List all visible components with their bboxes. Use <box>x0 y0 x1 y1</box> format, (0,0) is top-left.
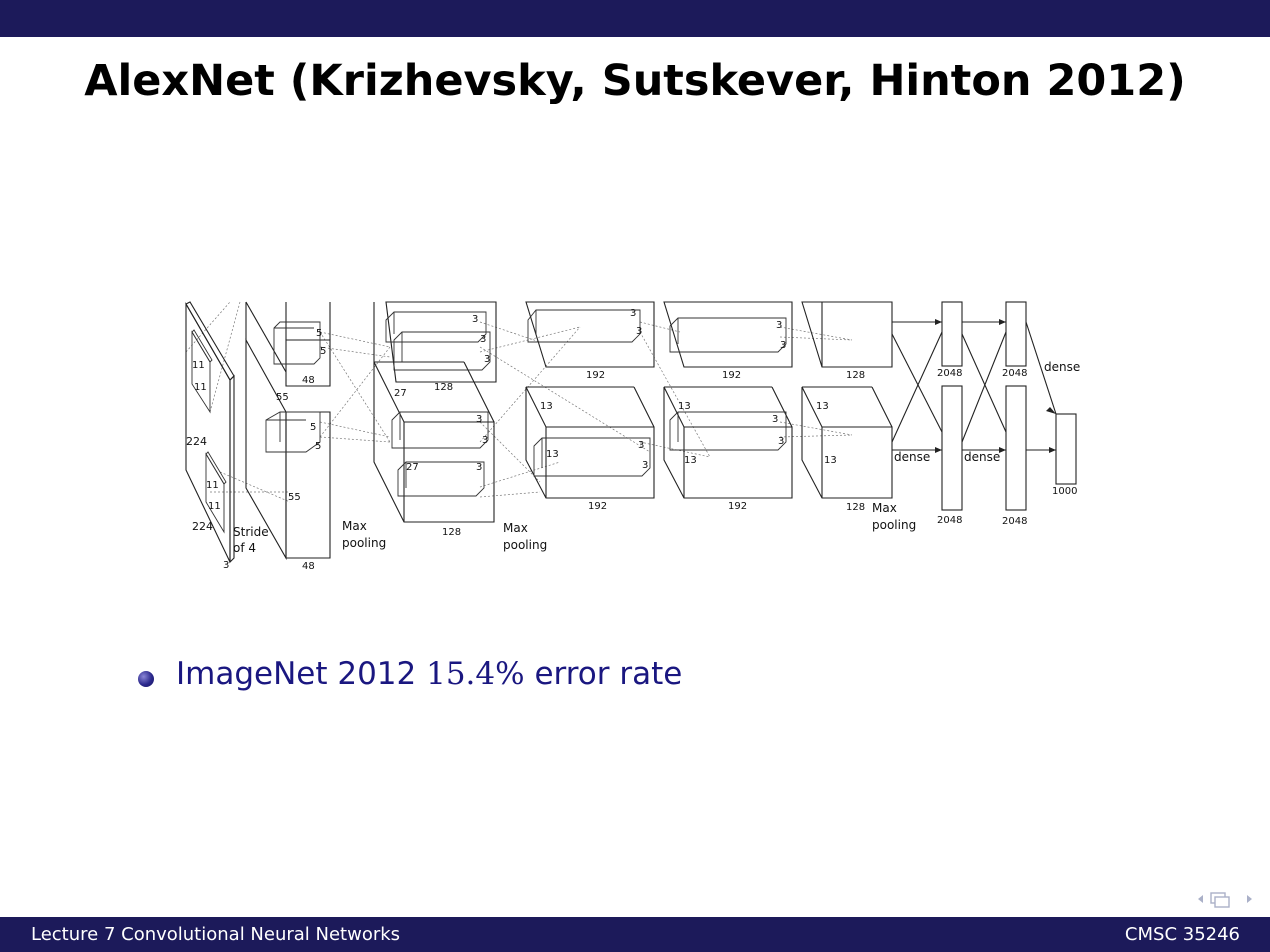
conv5-size-label: 13 <box>824 455 837 466</box>
conv2-size-label: 27 <box>406 462 419 473</box>
alexnet-diagram: 11 11 11 11 224 224 3 Stride of 4 5 5 5 … <box>180 292 1090 586</box>
conv3-kernel-label: 3 <box>630 308 636 319</box>
stride-label: of 4 <box>233 541 256 555</box>
input-kernel-label: 11 <box>208 501 221 512</box>
input-kernel-label: 11 <box>192 360 205 371</box>
conv3-depth-label: 192 <box>586 370 605 381</box>
conv2-kernel-label: 3 <box>484 354 490 365</box>
conv2-kernel-label: 3 <box>476 414 482 425</box>
input-volume <box>185 301 235 564</box>
conv4-kernel-label: 3 <box>778 436 784 447</box>
footer-bar: Lecture 7 Convolutional Neural Networks … <box>0 917 1270 952</box>
footer-course-code: CMSC 35246 <box>1124 924 1240 945</box>
conv1-kernel-label: 5 <box>315 441 321 452</box>
bullet-math: 15.4% <box>426 656 525 692</box>
pool3-label: Max <box>872 501 897 515</box>
frames-icon[interactable] <box>1210 892 1230 908</box>
conv1-depth-label: 48 <box>302 375 315 386</box>
conv3-size-label: 13 <box>546 449 559 460</box>
connection-lines <box>185 301 853 503</box>
conv2-kernel-label: 3 <box>482 435 488 446</box>
pool3-label: pooling <box>872 518 916 532</box>
dense-layers <box>891 301 1077 511</box>
fc2-size-label: 2048 <box>1002 368 1027 379</box>
conv1-volume <box>245 301 331 561</box>
conv1-kernel-label: 5 <box>310 422 316 433</box>
conv3-kernel-label: 3 <box>636 326 642 337</box>
bullet-text-after: error rate <box>524 656 683 692</box>
conv2-kernel-label: 3 <box>480 334 486 345</box>
conv4-depth-label: 192 <box>722 370 741 381</box>
input-size-label: 224 <box>186 435 207 448</box>
conv5-depth-label: 128 <box>846 370 865 381</box>
dense-label: dense <box>964 450 1000 464</box>
dense-label: dense <box>894 450 930 464</box>
conv3-depth-label: 192 <box>588 501 607 512</box>
pool2-label: Max <box>503 521 528 535</box>
pool1-label: Max <box>342 519 367 533</box>
conv2-size-label: 27 <box>394 388 407 399</box>
fc2-size-label: 2048 <box>1002 516 1027 527</box>
conv5-volume <box>801 301 893 499</box>
slide-title: AlexNet (Krizhevsky, Sutskever, Hinton 2… <box>84 56 1186 106</box>
conv2-depth-label: 128 <box>434 382 453 393</box>
conv5-depth-label: 128 <box>846 502 865 513</box>
conv1-kernel-label: 5 <box>316 328 322 339</box>
dense-label: dense <box>1044 360 1080 374</box>
footer-lecture-title: Lecture 7 Convolutional Neural Networks <box>31 924 401 945</box>
conv2-depth-label: 128 <box>442 527 461 538</box>
bullet-dot-icon <box>138 671 154 687</box>
conv4-kernel-label: 3 <box>776 320 782 331</box>
fc1-size-label: 2048 <box>937 368 962 379</box>
conv3-kernel-label: 3 <box>642 460 648 471</box>
conv3-kernel-label: 3 <box>638 440 644 451</box>
bullet-text-before: ImageNet 2012 <box>176 656 427 692</box>
stride-label: Stride <box>233 525 269 539</box>
arrow-left-icon[interactable] <box>1198 895 1203 903</box>
conv3-volume <box>525 301 655 499</box>
arrow-right-icon[interactable] <box>1247 895 1252 903</box>
pool2-label: pooling <box>503 538 547 552</box>
conv4-size-label: 13 <box>684 455 697 466</box>
conv1-size-label: 55 <box>276 392 289 403</box>
input-kernel-label: 11 <box>194 382 207 393</box>
conv4-kernel-label: 3 <box>772 414 778 425</box>
conv4-depth-label: 192 <box>728 501 747 512</box>
conv2-volume <box>373 301 497 523</box>
beamer-nav <box>1192 888 1258 910</box>
conv3-size-label: 13 <box>540 401 553 412</box>
conv5-size-label: 13 <box>816 401 829 412</box>
input-size-label: 224 <box>192 520 213 533</box>
conv1-depth-label: 48 <box>302 561 315 572</box>
bullet-text: ImageNet 2012 15.4% error rate <box>176 656 682 692</box>
conv2-kernel-label: 3 <box>472 314 478 325</box>
conv1-kernel-label: 5 <box>320 346 326 357</box>
conv4-kernel-label: 3 <box>780 340 786 351</box>
conv4-size-label: 13 <box>678 401 691 412</box>
fc1-size-label: 2048 <box>937 515 962 526</box>
pool1-label: pooling <box>342 536 386 550</box>
input-depth-label: 3 <box>223 560 229 571</box>
input-kernel-label: 11 <box>206 480 219 491</box>
conv4-volume <box>663 301 793 499</box>
conv1-size-label: 55 <box>288 492 301 503</box>
top-bar <box>0 0 1270 37</box>
output-size-label: 1000 <box>1052 486 1077 497</box>
conv2-kernel-label: 3 <box>476 462 482 473</box>
